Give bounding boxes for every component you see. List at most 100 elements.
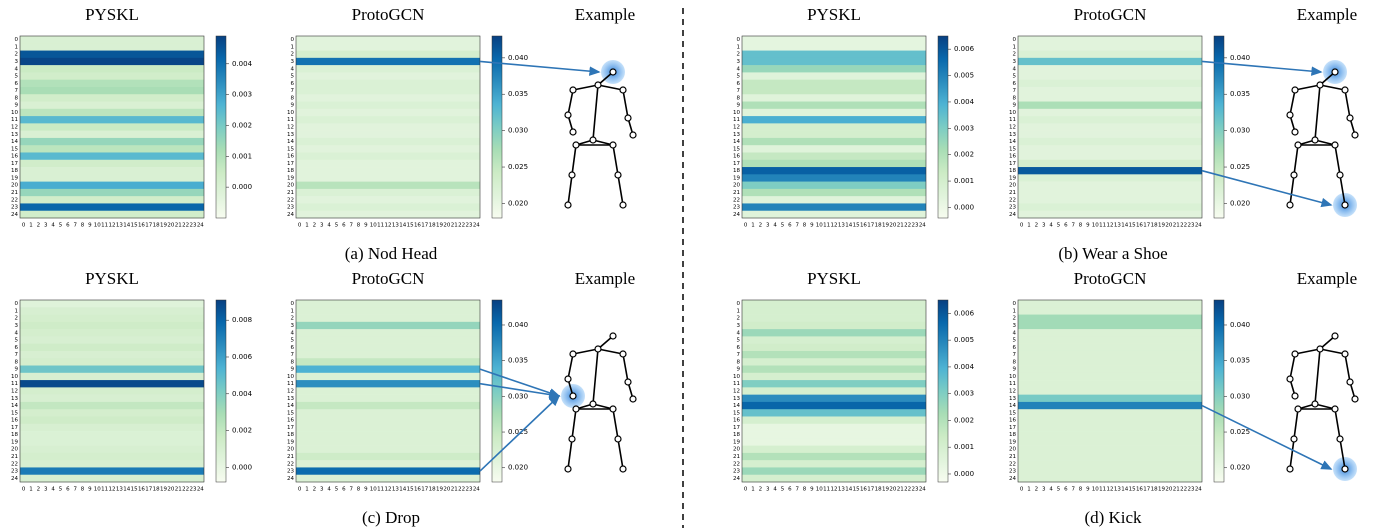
colorbar-tick-label: 0.001 — [232, 152, 252, 160]
bone — [592, 84, 599, 141]
y-tick-label: 11 — [733, 381, 740, 387]
joint — [619, 86, 627, 94]
heatmap-row — [296, 307, 480, 315]
heatmap-row — [1018, 57, 1202, 66]
joint — [624, 114, 632, 122]
y-tick-label: 1 — [15, 44, 19, 50]
heatmap-row — [20, 416, 204, 425]
x-tick-label: 10 — [816, 487, 823, 493]
y-tick-label: 18 — [1009, 168, 1016, 174]
y-tick-label: 24 — [733, 212, 740, 218]
y-tick-label: 11 — [1009, 381, 1016, 387]
joint — [1346, 114, 1354, 122]
y-tick-label: 14 — [287, 403, 294, 409]
y-tick-label: 16 — [1009, 154, 1016, 160]
heatmap-row — [742, 101, 926, 110]
joint — [1351, 395, 1359, 403]
x-tick-label: 15 — [131, 223, 138, 229]
heatmap-row — [742, 336, 926, 344]
heatmap-row — [1018, 210, 1202, 219]
joint — [619, 350, 627, 358]
arrow — [1201, 60, 1323, 76]
colorbar-tick-label: 0.002 — [954, 151, 974, 159]
heatmap-row — [20, 174, 204, 182]
joint — [609, 332, 617, 340]
heatmap-row — [1018, 329, 1202, 337]
colorbar-tick-label: 0.020 — [508, 464, 528, 472]
x-tick-label: 0 — [1020, 487, 1024, 493]
heatmap-row — [742, 329, 926, 337]
y-tick-label: 20 — [11, 183, 18, 189]
y-tick-label: 10 — [11, 374, 18, 380]
heatmap-row — [20, 72, 204, 80]
x-tick-label: 2 — [1035, 223, 1039, 229]
x-tick-label: 1 — [29, 487, 33, 493]
colorbar-tick-label: 0.020 — [1230, 464, 1250, 472]
y-tick-label: 5 — [291, 338, 295, 344]
x-tick-label: 10 — [94, 487, 101, 493]
heatmap-row — [1018, 314, 1202, 323]
heatmap-row — [20, 79, 204, 88]
y-tick-label: 18 — [733, 168, 740, 174]
colorbar-tick-label: 0.006 — [954, 45, 975, 53]
x-tick-label: 17 — [1143, 223, 1150, 229]
colorbar-tick-label: 0.020 — [508, 199, 528, 207]
x-tick-label: 9 — [1086, 487, 1090, 493]
x-tick-label: 20 — [889, 487, 896, 493]
bone — [1314, 348, 1321, 405]
heatmap-row — [1018, 94, 1202, 102]
colorbar-tick-label: 0.000 — [954, 470, 974, 478]
x-tick-label: 6 — [788, 223, 792, 229]
colorbar-tick-label: 0.004 — [954, 363, 975, 371]
joint — [572, 141, 580, 149]
x-tick-label: 1 — [305, 487, 309, 493]
heatmap-row — [1018, 196, 1202, 204]
heatmap-row — [296, 314, 480, 323]
x-tick-label: 15 — [407, 223, 414, 229]
heatmap-row — [742, 72, 926, 80]
colorbar-tick-label: 0.020 — [1230, 199, 1250, 207]
heatmap-row — [742, 350, 926, 359]
y-tick-label: 23 — [11, 205, 18, 211]
colorbar-tick-label: 0.003 — [232, 91, 252, 99]
y-tick-label: 5 — [1013, 338, 1017, 344]
heatmap-row — [296, 401, 480, 410]
example-title: Example — [575, 269, 635, 288]
heatmap-row — [742, 460, 926, 468]
y-tick-label: 20 — [733, 447, 740, 453]
x-tick-label: 11 — [101, 223, 108, 229]
heatmap-row — [742, 181, 926, 190]
heatmap-row — [296, 460, 480, 468]
heatmap-row — [20, 101, 204, 110]
y-tick-label: 22 — [11, 461, 18, 467]
y-tick-label: 1 — [1013, 44, 1017, 50]
heatmap-row — [1018, 350, 1202, 359]
joint — [564, 111, 572, 119]
heatmap-row — [742, 130, 926, 139]
x-tick-label: 13 — [838, 223, 845, 229]
x-tick-label: 14 — [399, 223, 406, 229]
x-tick-label: 8 — [803, 223, 807, 229]
heatmap-row — [742, 57, 926, 66]
y-tick-label: 9 — [291, 367, 295, 373]
y-tick-label: 21 — [1009, 454, 1016, 460]
x-tick-label: 14 — [123, 487, 130, 493]
heatmap-row — [742, 79, 926, 88]
x-tick-label: 6 — [1064, 223, 1068, 229]
y-tick-label: 18 — [11, 168, 18, 174]
x-tick-label: 7 — [1071, 487, 1075, 493]
y-tick-label: 15 — [733, 146, 740, 152]
y-tick-label: 9 — [1013, 103, 1017, 109]
heatmap-row — [20, 86, 204, 95]
x-tick-label: 21 — [175, 223, 182, 229]
bone — [1294, 348, 1321, 355]
y-tick-label: 20 — [11, 447, 18, 453]
heatmap-row — [296, 181, 480, 190]
x-tick-label: 1 — [1027, 223, 1031, 229]
y-tick-label: 1 — [291, 44, 295, 50]
x-tick-label: 2 — [759, 487, 763, 493]
x-tick-label: 17 — [145, 487, 152, 493]
x-tick-label: 5 — [59, 223, 63, 229]
heatmap-row — [1018, 445, 1202, 454]
x-tick-label: 12 — [1107, 487, 1114, 493]
